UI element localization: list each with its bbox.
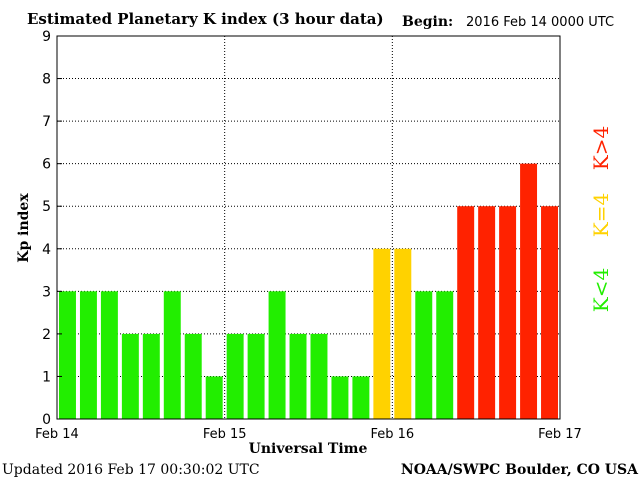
kp-bar — [541, 206, 558, 419]
kp-bar — [268, 291, 286, 419]
kp-bar — [142, 333, 160, 419]
y-axis-label: Kp index — [16, 193, 32, 263]
kp-bar — [415, 291, 433, 419]
kp-bar — [205, 376, 223, 419]
footer-source: NOAA/SWPC Boulder, CO USA — [401, 462, 639, 478]
kp-bar — [478, 206, 496, 419]
kp-bar — [59, 291, 76, 419]
footer-updated: Updated 2016 Feb 17 00:30:02 UTC — [2, 462, 260, 478]
y-tick-label: 1 — [42, 369, 51, 385]
legend-mid: K=4 — [589, 193, 613, 237]
kp-bar — [121, 333, 139, 419]
kp-bar — [100, 291, 118, 419]
kp-bar — [163, 291, 181, 419]
y-tick-label: 3 — [42, 284, 51, 300]
y-tick-label: 9 — [42, 29, 51, 45]
kp-bar — [79, 291, 97, 419]
kp-bar — [457, 206, 475, 419]
y-tick-label: 0 — [42, 412, 51, 428]
plot-frame — [56, 35, 561, 420]
kp-bar — [499, 206, 517, 419]
x-ticks: Feb 14 Feb 15 Feb 16 Feb 17 — [35, 427, 582, 442]
kp-bar — [184, 333, 202, 419]
grid-lines — [57, 36, 560, 419]
begin-value: 2016 Feb 14 0000 UTC — [466, 15, 614, 30]
kp-bar — [310, 333, 328, 419]
chart-title: Estimated Planetary K index (3 hour data… — [27, 10, 384, 28]
bars-group — [59, 163, 558, 419]
y-tick-label: 5 — [42, 199, 51, 215]
kp-bar — [247, 333, 265, 419]
kp-bar — [331, 376, 349, 419]
kp-bar — [226, 333, 244, 419]
x-axis-label: Universal Time — [249, 441, 368, 457]
kp-bar — [373, 248, 391, 419]
legend-low: K<4 — [589, 268, 613, 312]
kp-bar — [520, 163, 538, 419]
y-tick-label: 7 — [42, 114, 51, 130]
kp-bar — [352, 376, 370, 419]
kp-bar — [436, 291, 454, 419]
y-tick-label: 4 — [42, 242, 51, 258]
begin-label: Begin: — [402, 14, 453, 30]
kp-bar — [289, 333, 307, 419]
y-tick-label: 6 — [42, 157, 51, 173]
x-tick-label: Feb 14 — [35, 427, 79, 442]
x-tick-label: Feb 17 — [538, 427, 582, 442]
kp-bar — [394, 248, 412, 419]
y-tick-label: 8 — [42, 72, 51, 88]
x-tick-label: Feb 16 — [370, 427, 414, 442]
y-ticks: 0 1 2 3 4 5 6 7 8 9 — [42, 29, 62, 428]
y-tick-label: 2 — [42, 327, 51, 343]
x-tick-label: Feb 15 — [203, 427, 247, 442]
legend-high: K>4 — [589, 126, 613, 170]
